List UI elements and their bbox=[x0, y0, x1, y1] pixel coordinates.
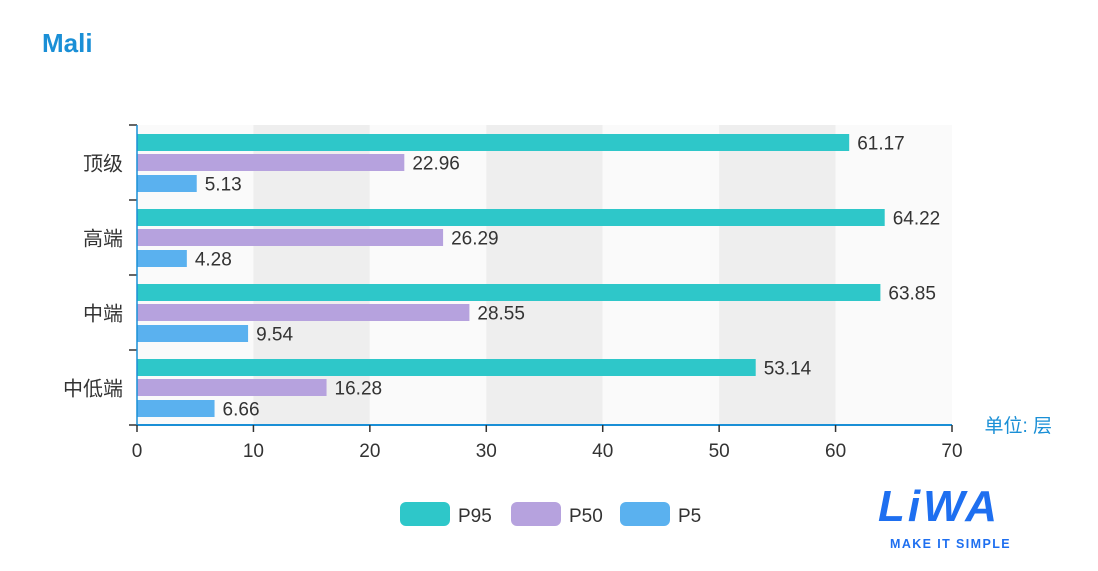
x-tick-label: 50 bbox=[709, 441, 730, 462]
data-label: 6.66 bbox=[223, 400, 260, 421]
bar-p5 bbox=[137, 175, 197, 192]
logo-tagline: MAKE IT SIMPLE bbox=[890, 537, 1011, 551]
split-area bbox=[835, 125, 952, 425]
x-tick-label: 10 bbox=[243, 441, 264, 462]
data-label: 64.22 bbox=[893, 209, 941, 230]
split-area bbox=[602, 125, 720, 425]
data-label: 5.13 bbox=[205, 175, 242, 196]
chart-title: Mali bbox=[42, 28, 93, 58]
bar-p50 bbox=[137, 379, 327, 396]
logo-mark: LiWA bbox=[878, 482, 1000, 531]
y-tick-label: 中低端 bbox=[63, 378, 123, 401]
bar-p95 bbox=[137, 359, 756, 376]
bar-p50 bbox=[137, 229, 444, 246]
data-label: 61.17 bbox=[857, 134, 905, 155]
y-tick-label: 顶级 bbox=[83, 153, 123, 176]
data-label: 4.28 bbox=[195, 250, 232, 271]
legend-swatch-p50 bbox=[511, 502, 561, 526]
bar-p5 bbox=[137, 400, 215, 417]
data-label: 28.55 bbox=[477, 304, 525, 325]
split-area bbox=[486, 125, 603, 425]
y-tick-label: 高端 bbox=[83, 228, 123, 251]
bar-p95 bbox=[137, 284, 881, 301]
bar-p95 bbox=[137, 134, 850, 151]
x-axis-unit-label: 单位: 层 bbox=[984, 415, 1052, 437]
data-label: 22.96 bbox=[412, 154, 460, 175]
data-label: 63.85 bbox=[888, 284, 936, 305]
bar-p50 bbox=[137, 304, 470, 321]
split-area bbox=[719, 125, 836, 425]
legend-swatch-p5 bbox=[620, 502, 670, 526]
bar-p5 bbox=[137, 250, 187, 267]
data-label: 9.54 bbox=[256, 325, 293, 346]
x-tick-label: 40 bbox=[592, 441, 613, 462]
data-label: 16.28 bbox=[335, 379, 383, 400]
legend-swatch-p95 bbox=[400, 502, 450, 526]
x-tick-label: 0 bbox=[132, 441, 143, 462]
data-label: 26.29 bbox=[451, 229, 499, 250]
data-label: 53.14 bbox=[764, 359, 812, 380]
x-tick-label: 30 bbox=[476, 441, 497, 462]
bar-p95 bbox=[137, 209, 885, 226]
bar-p5 bbox=[137, 325, 249, 342]
x-tick-label: 20 bbox=[359, 441, 380, 462]
bar-p50 bbox=[137, 154, 405, 171]
legend-label: P50 bbox=[569, 506, 603, 527]
liwa-logo: LiWA MAKE IT SIMPLE bbox=[878, 480, 1068, 552]
x-tick-label: 70 bbox=[941, 441, 962, 462]
legend-label: P95 bbox=[458, 506, 492, 527]
y-tick-label: 中端 bbox=[83, 303, 123, 326]
x-tick-label: 60 bbox=[825, 441, 846, 462]
legend-label: P5 bbox=[678, 506, 701, 527]
